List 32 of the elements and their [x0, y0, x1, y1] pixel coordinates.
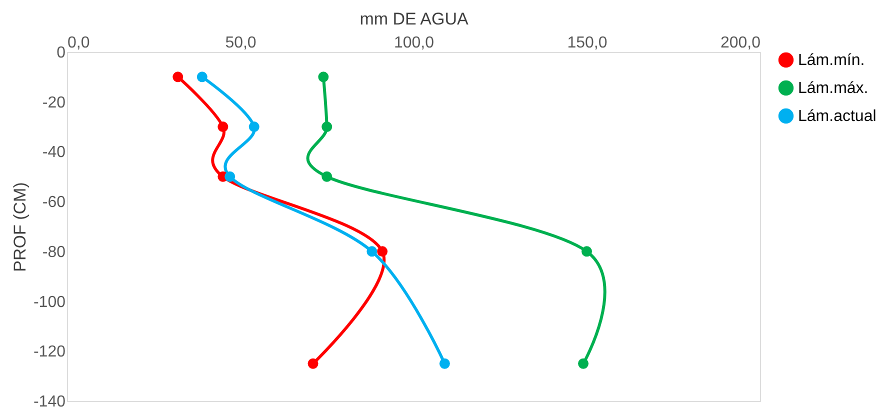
y-axis-title: PROF (CM): [10, 182, 30, 272]
point: [377, 246, 388, 257]
legend-label: Lám.actual: [798, 108, 876, 125]
x-tick-label: 50,0: [225, 34, 256, 52]
y-tick-label: 0: [56, 44, 66, 62]
y-tick-label: -40: [42, 144, 66, 162]
point: [439, 358, 450, 369]
y-tick-label: -20: [42, 94, 66, 112]
point: [582, 246, 592, 257]
legend-label: Lám.máx.: [798, 80, 868, 97]
y-tick-label: -100: [33, 294, 66, 311]
y-tick-label: -80: [42, 244, 66, 261]
y-tick-label: -120: [33, 344, 66, 361]
point: [318, 72, 329, 82]
point: [196, 72, 208, 82]
point: [578, 358, 589, 369]
point: [218, 122, 228, 132]
x-tick-label: 150,0: [567, 34, 608, 52]
point: [322, 122, 332, 132]
legend-label: Lám.mín.: [798, 52, 865, 69]
point: [366, 246, 378, 257]
point: [322, 171, 332, 182]
x-tick-label: 200,0: [720, 34, 761, 52]
y-tick-label: -60: [42, 194, 66, 212]
point: [172, 72, 184, 82]
point: [308, 358, 318, 369]
point: [248, 122, 260, 132]
x-axis-title: mm DE AGUA: [360, 10, 469, 28]
x-tick-label: 100,0: [394, 34, 434, 52]
x-tick-label: 0,0: [68, 34, 90, 52]
point: [224, 171, 236, 182]
y-tick-label: -140: [33, 394, 66, 410]
